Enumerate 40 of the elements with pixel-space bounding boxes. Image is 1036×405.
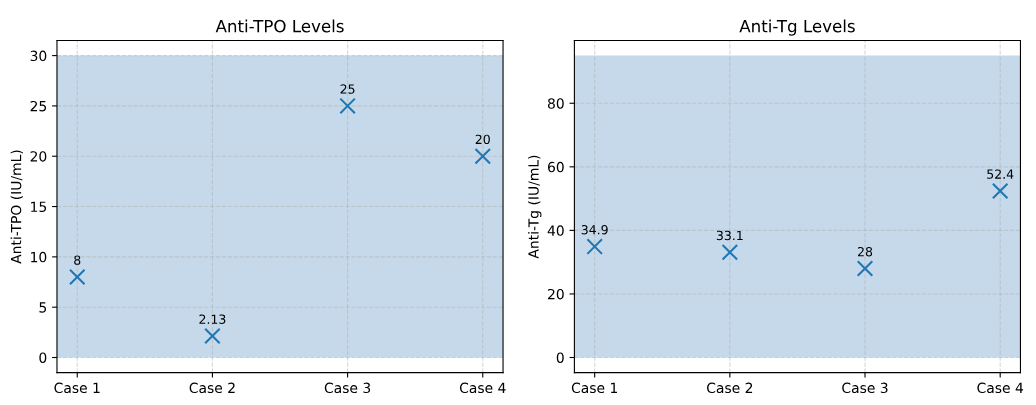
chart-title: Anti-TPO Levels: [215, 19, 344, 33]
y-tick-label: 15: [31, 201, 47, 213]
point: [856, 260, 874, 277]
data-label: 8: [74, 255, 81, 265]
x-tick-label: Case 4: [977, 382, 1024, 394]
y-tick-label: 5: [39, 302, 47, 313]
chart-title: Anti-Tg Levels: [739, 19, 855, 36]
y-tick-label: 0: [556, 352, 564, 363]
x-tick-label: Case 3: [324, 382, 371, 394]
y-tick-label: 25: [30, 100, 47, 112]
point: [204, 327, 221, 345]
data-label: 28: [857, 246, 873, 257]
y-tick-label: 10: [31, 251, 47, 263]
data-label: 20: [475, 134, 490, 145]
x-tick-label: Case 2: [707, 382, 753, 394]
x-tick-label: Case 2: [189, 382, 235, 394]
y-axis-title: Anti-TPO (IU/mL): [10, 150, 23, 264]
data-label: 2.13: [199, 314, 226, 324]
y-tick-label: 60: [547, 161, 564, 173]
y-axis-title: Anti-Tg (IU/mL): [528, 155, 542, 259]
y-tick-label: 20: [548, 288, 564, 300]
y-tick-label: 0: [39, 352, 47, 363]
x-tick-label: Case 4: [459, 382, 506, 394]
y-tick-label: 40: [547, 225, 564, 236]
y-tick-label: 80: [547, 98, 564, 109]
x-tick-label: Case 3: [842, 382, 888, 394]
data-label: 34.9: [581, 224, 608, 235]
point: [991, 182, 1009, 200]
data-label: 33.1: [716, 230, 743, 241]
y-tick-label: 30: [30, 50, 47, 62]
y-tick-label: 20: [30, 151, 47, 162]
data-label: 25: [340, 84, 355, 94]
data-label: 52.4: [987, 169, 1014, 179]
point: [586, 238, 603, 255]
point: [339, 97, 356, 115]
point: [474, 147, 492, 165]
point: [721, 243, 739, 261]
x-tick-label: Case 1: [571, 382, 618, 394]
x-tick-label: Case 1: [54, 382, 100, 394]
point: [68, 268, 86, 286]
